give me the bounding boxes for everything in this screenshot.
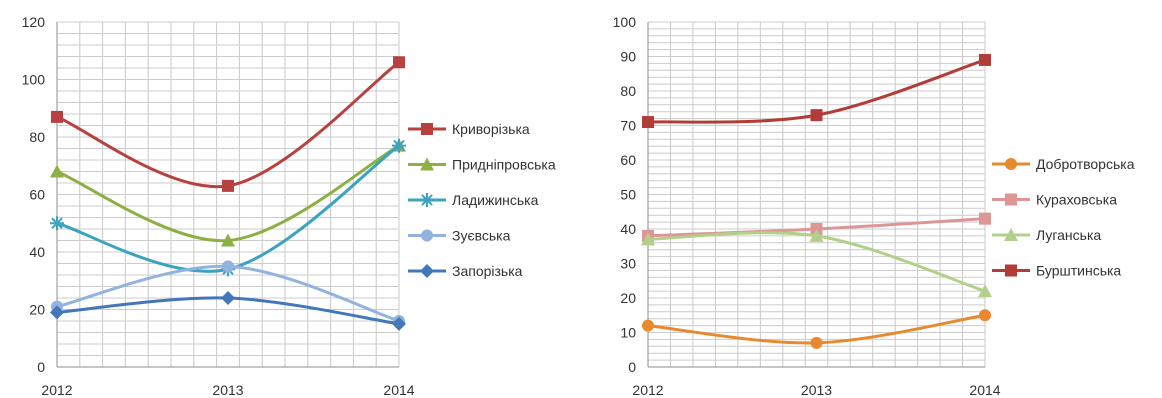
x-tick-label: 2013 xyxy=(801,382,832,398)
legend-marker xyxy=(1004,228,1018,241)
data-point xyxy=(221,291,235,305)
legend-entry: Запорізька xyxy=(408,263,523,279)
data-point xyxy=(221,233,235,247)
legend-marker xyxy=(1005,193,1017,206)
y-tick-label: 90 xyxy=(620,49,636,65)
legend-entry: Зуєвська xyxy=(408,228,511,244)
data-point xyxy=(50,216,64,231)
data-point xyxy=(642,319,654,332)
data-point xyxy=(979,212,991,225)
x-tick-label: 2014 xyxy=(383,382,414,398)
legend-marker xyxy=(420,157,434,171)
y-tick-label: 50 xyxy=(620,187,636,203)
legend-marker xyxy=(420,193,434,207)
y-tick-label: 20 xyxy=(620,290,636,306)
data-point xyxy=(50,305,64,320)
y-tick-label: 40 xyxy=(29,244,45,260)
chart-1: 0 20 40 60 80 100 120 2012 2013 2014 Криворізька Пр… xyxy=(22,14,556,398)
legend-entry: Бурштинська xyxy=(992,263,1121,279)
series-Добротворська xyxy=(642,309,991,349)
y-tick-label: 60 xyxy=(29,187,45,203)
series-Бурштинська xyxy=(642,53,991,129)
chart-2: 0 10 20 30 40 50 60 70 80 90 100 2012 2013 2014 Доброт… xyxy=(613,14,1135,398)
y-tick-label: 30 xyxy=(620,256,636,272)
legend-label: Бурштинська xyxy=(1036,263,1121,279)
legend-label: Ладижинська xyxy=(452,192,539,208)
series-Придніпровська xyxy=(50,138,406,247)
chart-2-grid xyxy=(647,21,986,368)
y-tick-label: 70 xyxy=(620,118,636,134)
data-point xyxy=(392,316,406,331)
series-line xyxy=(56,61,400,189)
data-point xyxy=(642,116,654,129)
data-point xyxy=(979,53,991,66)
y-tick-label: 60 xyxy=(620,152,636,168)
data-point xyxy=(51,110,63,123)
legend-label: Запорізька xyxy=(452,263,523,279)
y-tick-label: 10 xyxy=(620,325,636,341)
data-point xyxy=(393,56,405,69)
y-tick-label: 40 xyxy=(620,221,636,237)
series-Луганська xyxy=(641,228,992,298)
legend-entry: Придніпровська xyxy=(408,157,556,173)
x-tick-label: 2012 xyxy=(632,382,663,398)
legend-label: Добротворська xyxy=(1036,156,1135,172)
data-point xyxy=(392,138,406,153)
y-tick-label: 80 xyxy=(620,83,636,99)
data-point xyxy=(641,232,655,246)
series-Запорізька xyxy=(50,291,406,331)
legend-entry: Луганська xyxy=(992,227,1101,243)
legend-label: Кураховська xyxy=(1036,192,1117,208)
legend-entry: Ладижинська xyxy=(408,192,539,208)
legend-entry: Добротворська xyxy=(992,156,1135,172)
data-point xyxy=(810,109,823,122)
data-point xyxy=(810,336,823,349)
x-tick-label: 2014 xyxy=(969,382,1000,398)
data-point xyxy=(809,228,824,242)
legend-marker xyxy=(421,123,433,135)
data-point xyxy=(979,309,991,322)
legend-entry: Кураховська xyxy=(992,192,1117,208)
x-tick-label: 2012 xyxy=(41,382,72,398)
data-point xyxy=(222,260,234,273)
legend-marker xyxy=(1005,158,1017,170)
legend-label: Луганська xyxy=(1036,227,1101,243)
data-point xyxy=(978,284,992,298)
series-Ладижинська xyxy=(50,138,406,277)
x-tick-label: 2013 xyxy=(212,382,243,398)
data-point xyxy=(50,164,64,178)
legend-label: Криворізька xyxy=(452,121,530,137)
y-tick-label: 20 xyxy=(29,302,45,318)
legend-label: Зуєвська xyxy=(452,228,511,244)
legend-marker xyxy=(420,264,434,278)
y-tick-label: 100 xyxy=(22,72,46,88)
data-point xyxy=(222,179,234,192)
y-tick-label: 0 xyxy=(37,359,45,375)
y-tick-label: 120 xyxy=(22,14,46,30)
legend-label: Придніпровська xyxy=(452,157,556,173)
legend-entry: Криворізька xyxy=(408,121,530,137)
legend-marker xyxy=(421,229,433,242)
y-tick-label: 100 xyxy=(613,14,637,30)
legend-marker xyxy=(1005,264,1017,277)
y-tick-label: 80 xyxy=(29,129,45,145)
series-Криворізька xyxy=(51,56,405,192)
y-tick-label: 0 xyxy=(628,359,636,375)
